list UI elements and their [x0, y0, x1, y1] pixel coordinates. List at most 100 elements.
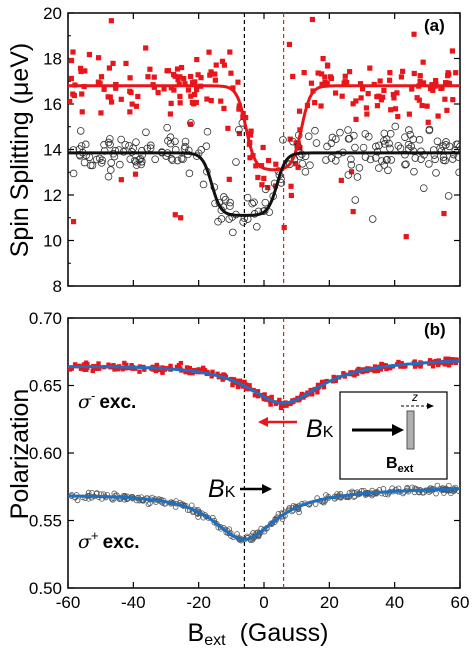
- data-point: [178, 360, 184, 366]
- x-tick-label: 40: [385, 593, 404, 612]
- data-point: [82, 68, 88, 74]
- data-point: [299, 391, 305, 397]
- data-point: [187, 365, 193, 371]
- data-point: [101, 86, 107, 92]
- data-point: [453, 360, 458, 365]
- data-point: [356, 366, 361, 372]
- data-point: [243, 193, 252, 202]
- data-point: [259, 182, 265, 188]
- data-point: [86, 161, 95, 170]
- data-point: [225, 125, 231, 131]
- y-tick-label: 0.60: [29, 444, 62, 463]
- data-point: [110, 60, 116, 66]
- data-point: [151, 155, 159, 164]
- panel-b-y-ticks: 0.50 0.55 0.60 0.65 0.70: [29, 309, 460, 598]
- data-point: [68, 98, 73, 105]
- data-point: [359, 86, 366, 92]
- data-point: [95, 55, 102, 61]
- data-point: [95, 79, 101, 85]
- data-point: [412, 359, 417, 364]
- data-point: [431, 155, 439, 164]
- y-tick-label: 0.50: [29, 579, 62, 598]
- data-point: [81, 362, 87, 367]
- data-point: [195, 72, 201, 78]
- data-point: [168, 100, 174, 106]
- data-point: [182, 81, 188, 87]
- fit-curve: [68, 84, 460, 172]
- data-point: [364, 368, 369, 374]
- data-point: [320, 82, 326, 88]
- data-point: [412, 364, 418, 369]
- data-point: [194, 56, 200, 63]
- data-point: [409, 147, 418, 155]
- data-point: [108, 18, 114, 24]
- data-point: [387, 156, 396, 164]
- data-point: [80, 158, 89, 167]
- y-tick-label: 18: [43, 50, 62, 69]
- data-point: [368, 215, 377, 223]
- data-point: [383, 155, 391, 164]
- data-point: [128, 89, 134, 96]
- data-point: [175, 77, 181, 83]
- data-point: [290, 73, 296, 80]
- data-point: [289, 137, 297, 146]
- data-point: [363, 105, 370, 111]
- data-point: [406, 111, 412, 117]
- data-point: [198, 75, 204, 81]
- data-point: [417, 73, 423, 79]
- data-point: [89, 489, 95, 496]
- data-point: [250, 198, 258, 207]
- data-point: [253, 163, 259, 169]
- data-point: [173, 156, 182, 165]
- data-point: [202, 368, 208, 373]
- data-point: [247, 132, 254, 138]
- data-point: [364, 111, 370, 117]
- data-point: [442, 138, 450, 146]
- data-point: [106, 65, 113, 71]
- data-point: [351, 196, 360, 204]
- data-point: [151, 74, 157, 80]
- data-point: [419, 184, 428, 192]
- data-point: [405, 126, 413, 134]
- data-point: [309, 16, 316, 23]
- fit-curve: [68, 487, 460, 541]
- data-point: [385, 139, 393, 148]
- x-tick-label: -60: [56, 593, 81, 612]
- data-point: [400, 68, 406, 74]
- data-point: [86, 51, 93, 58]
- data-point: [350, 131, 358, 140]
- data-point: [358, 95, 364, 101]
- data-point: [380, 140, 389, 148]
- y-tick-label: 0.70: [29, 309, 62, 328]
- data-point: [332, 135, 340, 143]
- data-point: [318, 103, 324, 109]
- data-point: [449, 150, 458, 159]
- data-point: [247, 155, 253, 161]
- data-point: [455, 168, 460, 177]
- data-point: [84, 367, 89, 372]
- data-point: [323, 142, 331, 151]
- data-point: [332, 156, 340, 165]
- data-point: [117, 135, 125, 144]
- data-point: [106, 166, 115, 174]
- data-point: [433, 137, 442, 146]
- data-point: [255, 174, 261, 181]
- data-point: [336, 128, 344, 137]
- fit-curve: [68, 359, 460, 405]
- data-point: [332, 90, 339, 96]
- data-point: [427, 358, 433, 363]
- data-point: [261, 185, 270, 194]
- data-point: [320, 55, 326, 62]
- data-point: [237, 378, 243, 383]
- y-tick-label: 16: [43, 95, 62, 114]
- data-point: [164, 137, 172, 145]
- data-point: [112, 367, 117, 372]
- data-point: [202, 142, 211, 151]
- data-point: [353, 116, 359, 122]
- bk-black-annotation: BK: [208, 475, 272, 503]
- data-point: [118, 96, 124, 102]
- data-point: [394, 90, 400, 96]
- data-point: [132, 157, 140, 166]
- sigma-plus-label: σ+ exc.: [78, 528, 140, 553]
- data-point: [92, 155, 101, 164]
